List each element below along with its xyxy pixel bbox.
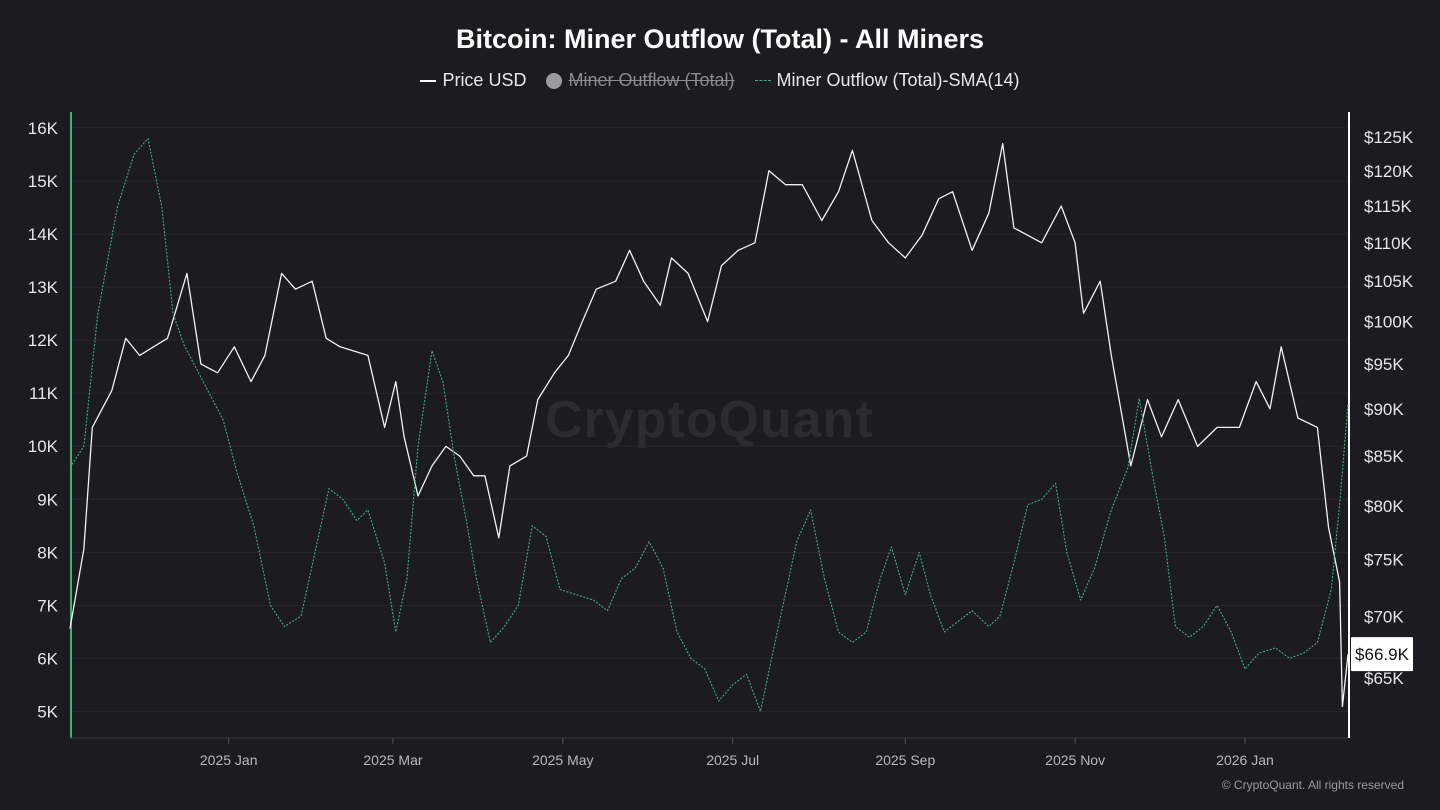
right-tick-label: $75K	[1364, 551, 1404, 570]
legend-label-sma: Miner Outflow (Total)-SMA(14)	[776, 70, 1020, 90]
left-tick-label: 11K	[29, 384, 59, 403]
right-axis-ticks: $65K $70K $75K $80K $85K $90K $95K $100K $105K $1…	[1364, 128, 1414, 688]
copyright-text: © CryptoQuant. All rights reserved	[1221, 778, 1404, 792]
legend-dashed-line-icon	[754, 80, 771, 81]
left-tick-label: 9K	[37, 490, 58, 509]
left-tick-label: 15K	[28, 172, 59, 191]
left-tick-label: 16K	[28, 119, 59, 138]
last-price-label: $66.9K	[1355, 645, 1410, 664]
right-tick-label: $70K	[1364, 608, 1404, 627]
series-line-price[interactable]	[69, 142, 1349, 708]
left-tick-label: 12K	[28, 331, 59, 350]
x-tick-label: 2025 May	[532, 752, 593, 768]
left-tick-label: 7K	[37, 596, 58, 615]
left-tick-label: 13K	[28, 278, 59, 297]
series-layer	[69, 137, 1349, 713]
right-tick-label: $125K	[1364, 128, 1414, 147]
legend-item-miner-outflow[interactable]: Miner Outflow (Total)	[546, 70, 735, 91]
chart-legend: Price USD Miner Outflow (Total) Miner Ou…	[0, 70, 1440, 91]
series-line-sma14[interactable]	[69, 137, 1349, 713]
right-tick-label: $100K	[1364, 313, 1414, 332]
last-price-label-group: $66.9K	[1351, 637, 1413, 672]
left-tick-label: 10K	[28, 437, 59, 456]
left-tick-label: 6K	[37, 649, 58, 668]
legend-label-miner-outflow: Miner Outflow (Total)	[568, 70, 735, 90]
right-tick-label: $105K	[1364, 272, 1414, 291]
right-tick-label: $80K	[1364, 497, 1404, 516]
right-tick-label: $85K	[1364, 447, 1404, 466]
legend-line-icon	[420, 79, 437, 82]
x-tick-label: 2025 Sep	[875, 752, 935, 768]
grid-lines	[70, 127, 1348, 712]
x-tick-label: 2025 Jan	[200, 752, 258, 768]
x-tick-label: 2025 Jul	[706, 752, 759, 768]
legend-item-price[interactable]: Price USD	[420, 70, 526, 91]
left-tick-label: 8K	[37, 543, 58, 562]
right-tick-label: $65K	[1364, 669, 1404, 688]
left-tick-label: 5K	[37, 702, 58, 721]
x-tick-label: 2025 Mar	[363, 752, 422, 768]
last-price-badge	[1351, 637, 1413, 672]
left-axis-ticks: 5K 6K 7K 8K 9K 10K 11K 12K 13K 14K 15K 16K	[28, 119, 59, 722]
x-tick-label: 2026 Jan	[1216, 752, 1274, 768]
right-tick-label: $110K	[1364, 234, 1413, 253]
x-tick-label: 2025 Nov	[1045, 752, 1105, 768]
watermark: CryptoQuant	[545, 391, 874, 449]
left-tick-label: 14K	[28, 225, 59, 244]
right-tick-label: $115K	[1364, 197, 1413, 216]
right-tick-label: $120K	[1364, 162, 1414, 181]
legend-label-price: Price USD	[442, 70, 527, 90]
axes	[70, 112, 1350, 739]
x-axis-ticks: 2025 Jan 2025 Mar 2025 May 2025 Jul 2025 Sep…	[200, 738, 1274, 768]
right-tick-label: $90K	[1364, 400, 1404, 419]
chart-title: Bitcoin: Miner Outflow (Total) - All Min…	[456, 24, 984, 54]
right-tick-label: $95K	[1364, 355, 1404, 374]
legend-item-sma[interactable]: Miner Outflow (Total)-SMA(14)	[754, 70, 1020, 91]
legend-dot-icon	[546, 72, 563, 89]
